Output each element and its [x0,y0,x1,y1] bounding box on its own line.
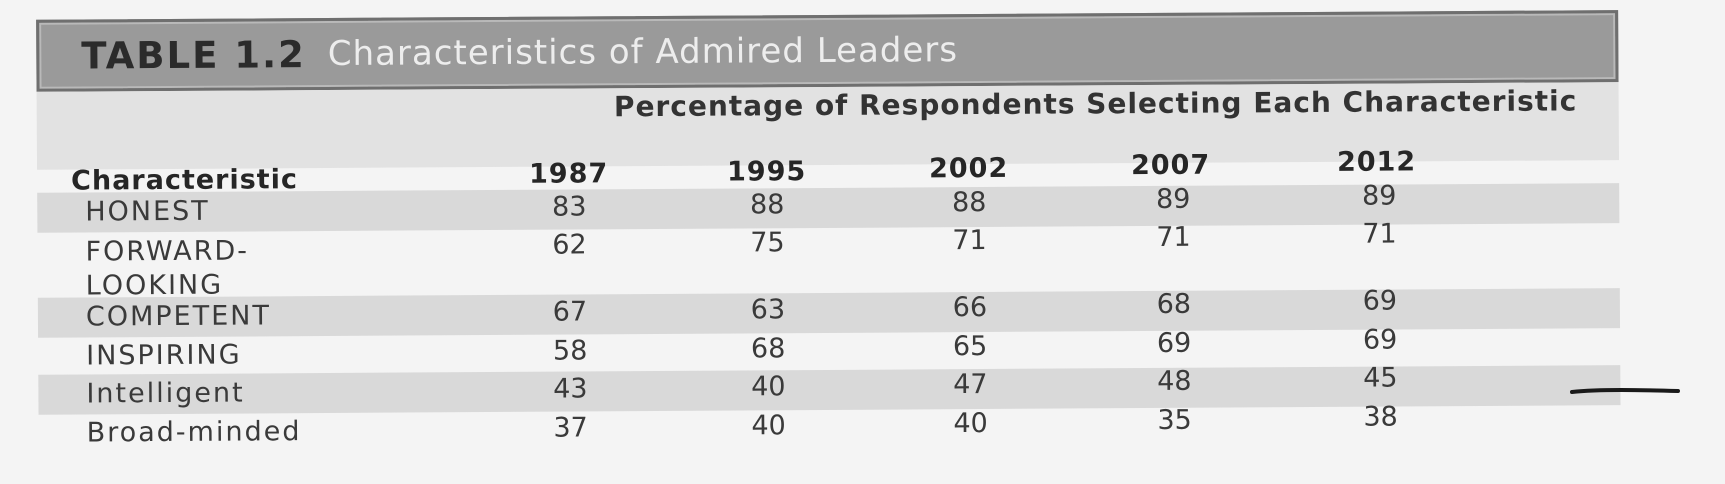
cell-value: 47 [953,368,988,401]
row-label-line-1: FORWARD- [85,235,250,268]
cell-value: 40 [751,410,786,442]
table-row: Broad-minded 37 40 40 35 38 [39,401,1621,455]
cell-value: 69 [1362,324,1398,356]
cell-value: 67 [552,296,588,328]
row-label: COMPETENT [85,300,272,333]
row-label: Broad-minded [86,416,302,449]
cell-value: 63 [750,294,786,326]
cell-value: 71 [1156,221,1191,253]
cell-value: 69 [1156,327,1192,359]
table-title-bar: TABLE 1.2 Characteristics of Admired Lea… [36,10,1619,92]
cell-value: 62 [552,229,587,261]
cell-value: 65 [952,330,988,363]
cell-value: 88 [749,189,785,221]
column-header-2007: 2007 [1130,149,1211,182]
row-label: Intelligent [86,377,245,410]
cell-value: 35 [1157,404,1192,436]
column-header-1987: 1987 [528,158,609,190]
group-header: Percentage of Respondents Selecting Each… [613,84,1578,124]
cell-value: 75 [750,227,785,259]
cell-value: 69 [1362,285,1398,317]
cell-value: 68 [1156,288,1192,320]
column-header-2002: 2002 [928,152,1009,185]
column-header-2012: 2012 [1336,146,1417,178]
cell-value: 89 [1361,180,1397,212]
cell-value: 58 [552,335,588,367]
cell-value: 68 [750,333,786,365]
table-label: TABLE 1.2 [81,32,306,78]
cell-value: 71 [1362,218,1397,250]
cell-value: 71 [952,224,987,257]
cell-value: 37 [553,412,588,444]
cell-value: 40 [751,371,786,403]
cell-value: 66 [952,291,988,324]
cell-value: 48 [1157,365,1192,397]
row-label: INSPIRING [86,339,242,372]
table-title: Characteristics of Admired Leaders [327,30,959,74]
cell-value: 89 [1155,183,1191,215]
cell-value: 38 [1363,401,1398,433]
row-label: HONEST [85,195,210,228]
pen-underline-mark [1570,388,1680,394]
cell-value: 45 [1363,362,1398,394]
cell-value: 40 [953,407,988,440]
column-header-1995: 1995 [726,156,807,188]
cell-value: 88 [951,186,987,219]
cell-value: 83 [551,191,587,223]
cell-value: 43 [553,373,588,405]
